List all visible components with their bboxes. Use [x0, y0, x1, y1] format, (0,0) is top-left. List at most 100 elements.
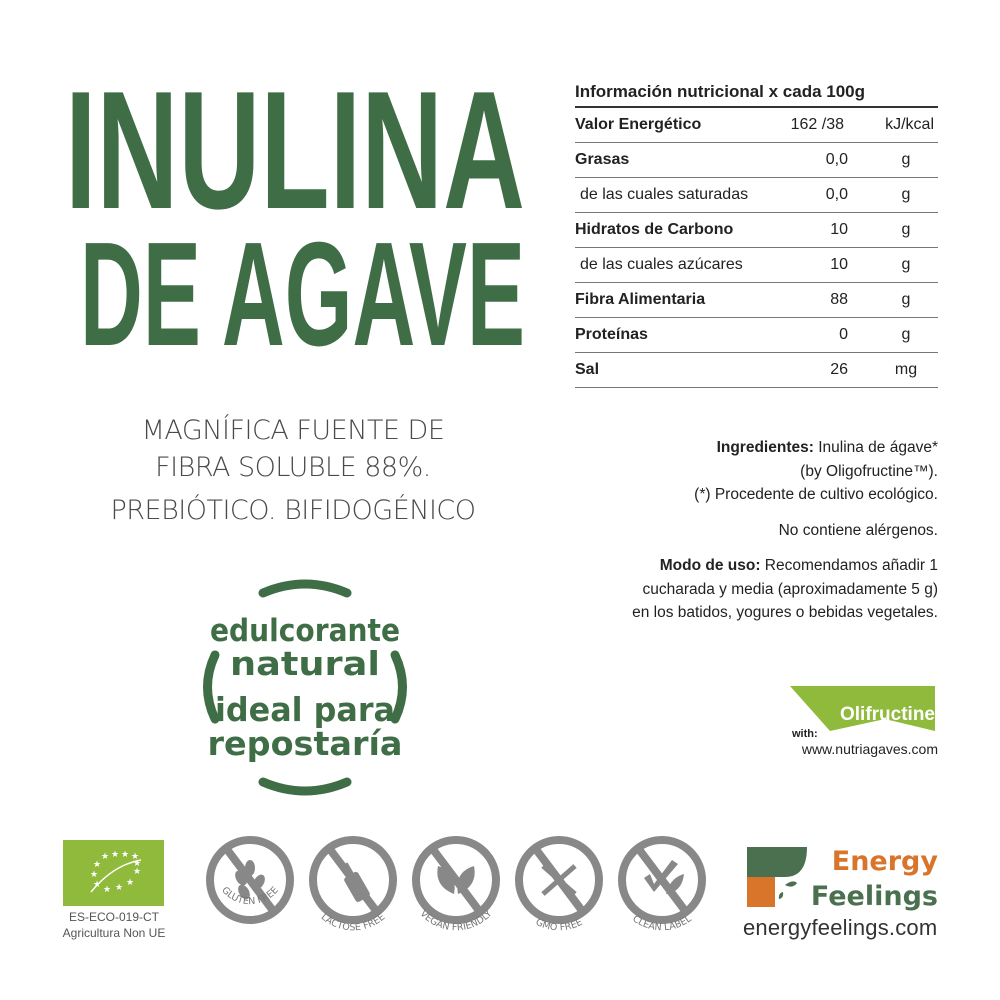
claim-circle — [515, 836, 603, 924]
ingredients-block: Ingredientes: Inulina de ágave* (by Oligo… — [558, 436, 938, 637]
claim-label: GMO FREE — [534, 917, 585, 934]
nutrient-name: Grasas — [575, 151, 630, 168]
nutrient-value: 10 — [830, 256, 848, 273]
nutrient-value: 0 — [839, 326, 848, 343]
usage-line: cucharada y media (aproximadamente 5 g) — [642, 580, 938, 598]
ingredients-line: (by Oligofructine™). — [800, 462, 938, 480]
olifructine-logo: Olifructine — [790, 686, 935, 731]
ingredients-line: (*) Procedente de cultivo ecológico. — [694, 486, 938, 503]
svg-text:★: ★ — [111, 850, 119, 860]
nutrient-value: 10 — [830, 221, 848, 238]
check-leaf-icon — [644, 860, 684, 894]
nutrition-row: de las cuales saturadas 0,0 g — [575, 178, 938, 213]
badge-arc-right — [390, 650, 407, 724]
claim-vegan-friendly: VEGAN FRIENDLY — [412, 836, 500, 933]
badge-arc-bottom — [258, 777, 352, 796]
nutrient-unit: g — [901, 151, 911, 168]
nutrient-name: Fibra Alimentaria — [575, 291, 706, 308]
badge-line-4: repostaría — [208, 724, 403, 763]
svg-text:★: ★ — [126, 878, 134, 888]
claims-icons: GLUTEN FREE LACTOSE FREE VEGAN FRIENDLY GMO… — [206, 836, 706, 934]
claim-lactose-free: LACTOSE FREE — [309, 836, 397, 934]
title-line-2: DE AGAVE — [80, 212, 525, 360]
nutrient-value: 162 /38 — [790, 116, 844, 133]
claim-label: LACTOSE FREE — [319, 912, 388, 934]
svg-text:★: ★ — [93, 860, 101, 870]
nutrition-row: Valor Energético 162 /38 kJ/kcal — [575, 108, 938, 143]
leaves-icon — [437, 866, 475, 894]
eu-code: ES-ECO-019-CT — [68, 910, 160, 924]
nutrition-row: Sal 26 mg — [575, 353, 938, 388]
brand-word-1: Energy — [832, 846, 939, 877]
nutrition-table: Información nutricional x cada 100g Valo… — [575, 82, 938, 388]
svg-text:★: ★ — [121, 850, 129, 860]
nutrition-row: Grasas 0,0 g — [575, 143, 938, 178]
nutrient-unit: g — [901, 221, 911, 238]
dna-icon — [541, 864, 577, 896]
ingredients-label: Ingredientes: — [716, 439, 814, 456]
nutrient-unit: g — [901, 256, 911, 273]
nutrient-unit: kJ/kcal — [885, 116, 934, 133]
usage-label: Modo de uso: — [659, 557, 761, 574]
badge-line-2: natural — [230, 644, 380, 683]
olifructine-name: Olifructine — [840, 704, 935, 725]
brand-leaf-icon — [778, 881, 797, 899]
nutrient-value: 26 — [830, 361, 848, 378]
claim-gmo-free: GMO FREE — [515, 836, 603, 934]
nutrient-value: 88 — [830, 291, 848, 308]
eu-origin: Agricultura Non UE — [62, 926, 166, 940]
nutrient-name: de las cuales saturadas — [580, 186, 749, 203]
badge-arc-top — [258, 579, 352, 598]
milk-bottle-icon — [340, 862, 370, 902]
badge-line-3: ideal para — [215, 690, 395, 729]
claim-strike — [428, 845, 484, 915]
usage-text: Modo de uso: Recomendamos añadir 1 cuchar… — [558, 554, 938, 625]
svg-text:★: ★ — [90, 870, 98, 880]
nutrition-row: de las cuales azúcares 10 g — [575, 248, 938, 283]
eu-organic-text: ES-ECO-019-CT Agricultura Non UE — [52, 909, 176, 941]
claim-circle — [206, 836, 294, 924]
svg-text:★: ★ — [101, 852, 109, 862]
claim-circle — [412, 836, 500, 924]
product-title: INULINA DE AGAVE — [65, 70, 525, 360]
energy-feelings-logo: Energy Feelings — [747, 846, 939, 912]
nutrition-row: Hidratos de Carbono 10 g — [575, 213, 938, 248]
usage-line: en los batidos, yogures o bebidas vegeta… — [632, 604, 938, 621]
brand-word-2: Feelings — [811, 881, 938, 912]
brand-green-shape — [747, 847, 807, 877]
claim-circle — [618, 836, 706, 924]
nutrient-unit: g — [901, 291, 911, 308]
nutrient-unit: g — [901, 186, 911, 203]
sweetener-badge: edulcorante natural ideal para repostarí… — [203, 579, 407, 796]
nutrient-name: Hidratos de Carbono — [575, 221, 734, 238]
claim-clean-label: CLEAN LABEL — [618, 836, 706, 933]
nutrient-name: Valor Energético — [575, 116, 702, 133]
nutrition-title: Información nutricional x cada 100g — [575, 82, 938, 108]
svg-text:★: ★ — [133, 867, 141, 877]
nutrient-name: Sal — [575, 361, 600, 378]
brand-url: energyfeelings.com — [743, 915, 938, 940]
claim-gluten-free: GLUTEN FREE — [206, 836, 294, 924]
svg-text:★: ★ — [131, 852, 139, 862]
nutrient-unit: mg — [894, 361, 918, 378]
ingredients-text: Ingredientes: Inulina de ágave* (by Oligo… — [558, 436, 938, 507]
brand-orange-shape — [747, 877, 775, 907]
eu-leaf-stars-icon: ★ ★ ★ ★ ★★★ ★ ★ ★★★ — [90, 850, 142, 895]
svg-text:★: ★ — [115, 883, 123, 893]
nutrient-value: 0,0 — [825, 151, 848, 168]
claim-circle — [309, 836, 397, 924]
product-subtitle: MAGNÍFICA FUENTE DE FIBRA SOLUBLE 88%. P… — [90, 412, 496, 529]
usage-line: Recomendamos añadir 1 — [760, 557, 938, 574]
olifructine-with: with: — [792, 728, 818, 740]
eu-organic-logo: ★ ★ ★ ★ ★ ★ ★ ★ ★ ★ ★ ★ — [63, 840, 164, 906]
allergens-text: No contiene alérgenos. — [778, 521, 938, 539]
olifructine-banner — [790, 686, 935, 731]
nutrient-value: 0,0 — [825, 186, 848, 203]
subtitle-line: FIBRA SOLUBLE 88%. — [155, 452, 431, 483]
title-line-1: INULINA — [65, 70, 525, 244]
subtitle-line: PREBIÓTICO. BIFIDOGÉNICO — [110, 495, 476, 526]
svg-text:★: ★ — [133, 859, 141, 869]
claim-strike — [222, 845, 278, 915]
nutrient-name: de las cuales azúcares — [580, 256, 743, 273]
nutrient-name: Proteínas — [575, 326, 648, 343]
